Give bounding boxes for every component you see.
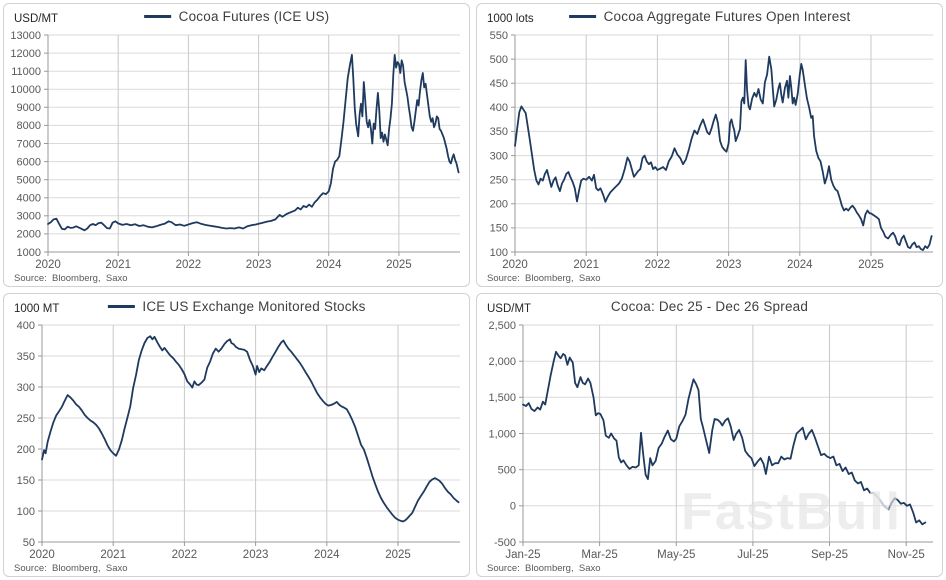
source-caption: Source: Bloomberg, Saxo (14, 273, 128, 284)
y-tick-label: 9000 (17, 102, 41, 114)
x-tick-label: 2021 (100, 549, 126, 561)
y-tick-label: 250 (17, 413, 35, 425)
y-tick-label: 350 (490, 126, 508, 138)
x-tick-label: May-25 (657, 549, 695, 561)
chart-legend: ICE US Exchange Monitored Stocks (107, 299, 365, 314)
legend-line-swatch (568, 15, 596, 18)
x-tick-label: 2024 (787, 259, 813, 271)
x-tick-label: 2023 (243, 549, 269, 561)
legend-line-swatch (143, 15, 171, 18)
chart-legend: Cocoa Aggregate Futures Open Interest (568, 9, 851, 24)
x-tick-label: 2024 (314, 549, 340, 561)
y-tick-label: 250 (490, 175, 508, 187)
y-tick-label: 400 (490, 102, 508, 114)
legend-line-swatch (107, 305, 135, 308)
chart-header: USD/MT Cocoa Futures (ICE US) (4, 4, 469, 30)
y-tick-label: 6000 (17, 156, 41, 168)
y-tick-label: 4000 (17, 193, 41, 205)
y-tick-label: 200 (490, 199, 508, 211)
series-line (522, 350, 927, 526)
y-tick-label: 200 (17, 444, 35, 456)
y-tick-label: 450 (490, 78, 508, 90)
y-tick-label: 300 (17, 382, 35, 394)
y-tick-label: 350 (17, 351, 35, 363)
y-axis-unit-label: USD/MT (14, 13, 59, 25)
y-tick-label: 500 (498, 465, 516, 477)
y-tick-label: 100 (17, 506, 35, 518)
y-tick-label: 0 (510, 501, 516, 513)
y-tick-label: 3000 (17, 211, 41, 223)
y-tick-label: 50 (23, 537, 35, 549)
chart-legend: Cocoa: Dec 25 - Dec 26 Spread (611, 299, 808, 314)
series-line (41, 335, 460, 523)
source-caption: Source: Bloomberg, Saxo (487, 563, 601, 574)
chart-panel-monitored-stocks: 1000 MT ICE US Exchange Monitored Stocks… (3, 293, 470, 577)
chart-panel-dec25-dec26-spread: USD/MT Cocoa: Dec 25 - Dec 26 Spread 2,5… (476, 293, 943, 577)
chart-panel-open-interest: 1000 lots Cocoa Aggregate Futures Open I… (476, 3, 943, 287)
x-tick-label: Nov-25 (888, 549, 925, 561)
x-tick-label: 2020 (29, 549, 55, 561)
x-tick-label: 2023 (716, 259, 742, 271)
x-tick-label: Jan-25 (505, 549, 540, 561)
series-line (47, 53, 460, 232)
chart-header: 1000 lots Cocoa Aggregate Futures Open I… (477, 4, 942, 30)
x-tick-label: 2025 (386, 259, 412, 271)
chart-title: Cocoa: Dec 25 - Dec 26 Spread (610, 299, 809, 314)
chart-legend: Cocoa Futures (ICE US) (143, 9, 330, 24)
x-tick-label: 2021 (105, 259, 131, 271)
y-tick-label: 1,000 (488, 428, 516, 440)
x-tick-label: 2020 (35, 259, 61, 271)
y-tick-label: 8000 (17, 120, 41, 132)
series-line (514, 55, 933, 252)
chart-header: 1000 MT ICE US Exchange Monitored Stocks (4, 294, 469, 320)
x-tick-label: 2025 (385, 549, 411, 561)
chart-plot-area: 13000 12000 11000 10000 9000 8000 7000 6000 5000… (10, 30, 460, 271)
chart-header: USD/MT Cocoa: Dec 25 - Dec 26 Spread (477, 294, 942, 320)
y-tick-label: 1,500 (488, 392, 516, 404)
x-tick-label: 2022 (172, 549, 198, 561)
x-tick-label: Mar-25 (581, 549, 617, 561)
y-tick-label: 5000 (17, 175, 41, 187)
x-tick-label: Sep-25 (811, 549, 848, 561)
y-tick-label: 1000 (17, 247, 41, 259)
y-tick-label: 2,000 (488, 356, 516, 368)
x-tick-label: 2022 (176, 259, 202, 271)
x-tick-label: 2023 (246, 259, 272, 271)
chart-title: Cocoa Futures (ICE US) (178, 9, 330, 24)
x-tick-label: 2024 (316, 259, 342, 271)
y-tick-label: 12000 (10, 48, 41, 60)
chart-panel-cocoa-futures: USD/MT Cocoa Futures (ICE US) 13000 12000… (3, 3, 470, 287)
y-tick-label: 150 (17, 475, 35, 487)
y-tick-label: 2,500 (488, 320, 516, 332)
x-tick-label: 2020 (502, 259, 528, 271)
y-tick-label: 10000 (10, 84, 41, 96)
y-tick-label: 400 (17, 320, 35, 332)
chart-title: ICE US Exchange Monitored Stocks (142, 299, 366, 314)
x-tick-label: Jul-25 (737, 549, 768, 561)
y-tick-label: 11000 (11, 66, 41, 78)
source-caption: Source: Bloomberg, Saxo (487, 273, 601, 284)
x-tick-label: 2025 (858, 259, 884, 271)
series-line-faded-segment (870, 491, 890, 511)
y-tick-label: 550 (490, 30, 508, 42)
x-tick-label: 2021 (573, 259, 599, 271)
chart-title: Cocoa Aggregate Futures Open Interest (603, 9, 851, 24)
x-tick-label: 2022 (645, 259, 671, 271)
y-tick-label: 13000 (10, 30, 41, 42)
y-tick-label: 2000 (17, 229, 41, 241)
y-tick-label: 150 (490, 223, 508, 235)
y-tick-label: -500 (494, 537, 516, 549)
source-caption: Source: Bloomberg, Saxo (14, 563, 128, 574)
y-tick-label: 300 (490, 150, 508, 162)
y-tick-label: 500 (490, 54, 508, 66)
y-tick-label: 7000 (17, 138, 41, 150)
y-axis-unit-label: 1000 lots (487, 13, 534, 25)
y-axis-unit-label: 1000 MT (14, 303, 60, 315)
y-tick-label: 100 (490, 247, 508, 259)
y-axis-unit-label: USD/MT (487, 303, 532, 315)
